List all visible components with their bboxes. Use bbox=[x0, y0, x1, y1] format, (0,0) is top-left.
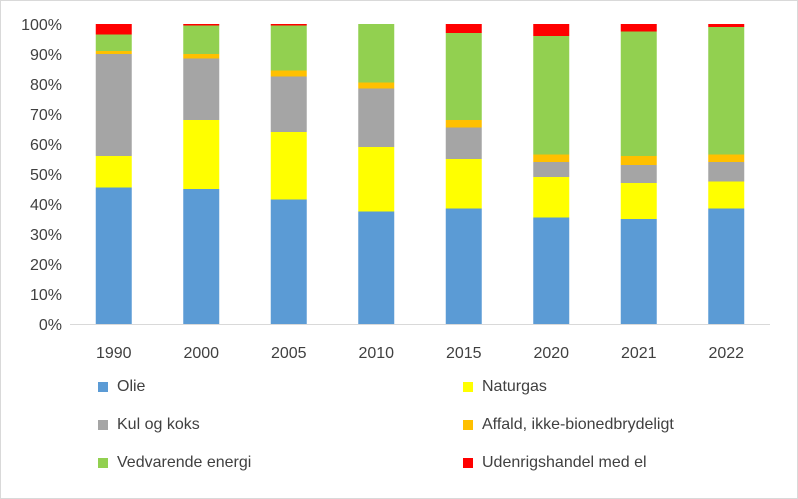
bar-segment-udenrigshandel-med-el-2020 bbox=[533, 24, 570, 36]
y-tick-label: 60% bbox=[30, 137, 62, 154]
bar-segment-affald-ikke-bionedbrydeligt-2005 bbox=[270, 70, 307, 77]
bar-segment-kul-og-koks-2000 bbox=[183, 58, 220, 120]
y-tick-label: 20% bbox=[30, 257, 62, 274]
bar-segment-udenrigshandel-med-el-2005 bbox=[270, 24, 307, 26]
y-tick-label: 40% bbox=[30, 197, 62, 214]
bar-segment-vedvarende-energi-2010 bbox=[358, 24, 395, 83]
bar-segment-affald-ikke-bionedbrydeligt-2010 bbox=[358, 82, 395, 89]
y-tick-label: 80% bbox=[30, 77, 62, 94]
bar-segment-udenrigshandel-med-el-2021 bbox=[620, 24, 657, 32]
bar-segment-vedvarende-energi-2015 bbox=[445, 33, 482, 120]
bar-segment-naturgas-2005 bbox=[270, 132, 307, 200]
bar-segment-affald-ikke-bionedbrydeligt-2021 bbox=[620, 156, 657, 165]
x-tick-label: 2021 bbox=[621, 345, 657, 362]
x-tick-label: 2000 bbox=[183, 345, 219, 362]
bar-segment-kul-og-koks-1990 bbox=[95, 54, 132, 156]
y-tick-label: 10% bbox=[30, 287, 62, 304]
x-tick-label: 2010 bbox=[358, 345, 394, 362]
bar-segment-affald-ikke-bionedbrydeligt-2022 bbox=[708, 154, 745, 162]
x-tick-label: 1990 bbox=[96, 345, 132, 362]
bar-segment-kul-og-koks-2015 bbox=[445, 127, 482, 159]
bar-segment-vedvarende-energi-2000 bbox=[183, 25, 220, 54]
x-tick-label: 2022 bbox=[708, 345, 744, 362]
bar-segment-olie-2020 bbox=[533, 217, 570, 324]
bar-segment-naturgas-2020 bbox=[533, 177, 570, 218]
bar-segment-vedvarende-energi-2005 bbox=[270, 25, 307, 71]
bar-segment-kul-og-koks-2020 bbox=[533, 162, 570, 177]
bar-segment-naturgas-2010 bbox=[358, 147, 395, 212]
bar-segment-kul-og-koks-2010 bbox=[358, 88, 395, 147]
bar-segment-vedvarende-energi-1990 bbox=[95, 34, 132, 51]
bar-segment-vedvarende-energi-2020 bbox=[533, 36, 570, 155]
bar-segment-naturgas-1990 bbox=[95, 156, 132, 188]
bar-segment-olie-2021 bbox=[620, 219, 657, 324]
bar-segment-olie-2015 bbox=[445, 208, 482, 324]
bar-segment-olie-1990 bbox=[95, 187, 132, 324]
bar-segment-vedvarende-energi-2021 bbox=[620, 31, 657, 156]
bar-segment-affald-ikke-bionedbrydeligt-2000 bbox=[183, 54, 220, 59]
bar-segment-affald-ikke-bionedbrydeligt-2015 bbox=[445, 120, 482, 128]
bar-segment-vedvarende-energi-2022 bbox=[708, 27, 745, 155]
bar-segment-naturgas-2000 bbox=[183, 120, 220, 189]
bar-segment-olie-2010 bbox=[358, 211, 395, 324]
y-tick-label: 30% bbox=[30, 227, 62, 244]
y-tick-label: 0% bbox=[39, 317, 62, 334]
bar-segment-olie-2022 bbox=[708, 208, 745, 324]
bar-segment-kul-og-koks-2022 bbox=[708, 162, 745, 182]
bar-segment-udenrigshandel-med-el-2000 bbox=[183, 24, 220, 26]
x-tick-label: 2020 bbox=[533, 345, 569, 362]
bar-segment-affald-ikke-bionedbrydeligt-1990 bbox=[95, 51, 132, 54]
y-tick-label: 70% bbox=[30, 107, 62, 124]
bar-segment-kul-og-koks-2021 bbox=[620, 165, 657, 183]
bar-segment-naturgas-2022 bbox=[708, 181, 745, 209]
bar-segment-kul-og-koks-2005 bbox=[270, 76, 307, 132]
bar-segment-olie-2005 bbox=[270, 199, 307, 324]
y-tick-label: 90% bbox=[30, 47, 62, 64]
y-tick-label: 100% bbox=[21, 17, 62, 34]
bar-segment-affald-ikke-bionedbrydeligt-2020 bbox=[533, 154, 570, 162]
y-tick-label: 50% bbox=[30, 167, 62, 184]
bar-segment-udenrigshandel-med-el-2015 bbox=[445, 24, 482, 33]
x-tick-label: 2015 bbox=[446, 345, 482, 362]
bar-segment-naturgas-2015 bbox=[445, 159, 482, 209]
bar-segment-udenrigshandel-med-el-2022 bbox=[708, 24, 745, 27]
x-tick-label: 2005 bbox=[271, 345, 307, 362]
bar-segment-udenrigshandel-med-el-1990 bbox=[95, 24, 132, 35]
bar-segment-olie-2000 bbox=[183, 189, 220, 324]
bar-segment-naturgas-2021 bbox=[620, 183, 657, 219]
